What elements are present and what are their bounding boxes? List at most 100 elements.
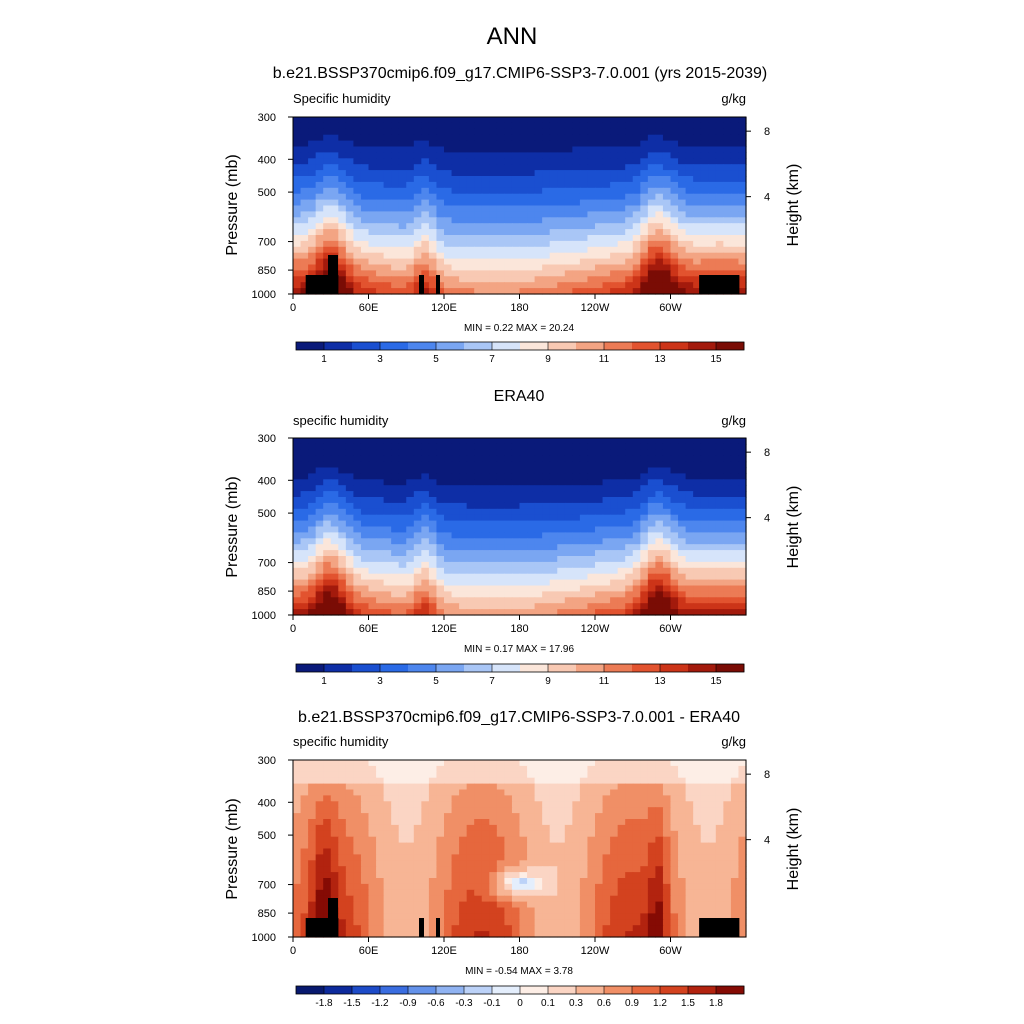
contour-cell: [383, 270, 392, 277]
contour-cell: [330, 526, 339, 533]
contour-cell: [293, 819, 302, 826]
contour-cell: [685, 485, 694, 492]
contour-cell: [572, 520, 581, 528]
contour-cell: [444, 479, 453, 486]
contour-cell: [602, 240, 611, 248]
contour-cell: [602, 128, 611, 136]
contour-cell: [345, 122, 354, 130]
contour-cell: [474, 264, 483, 271]
contour-cell: [511, 158, 521, 165]
contour-cell: [617, 449, 626, 457]
contour-cell: [602, 282, 611, 289]
contour-cell: [700, 520, 709, 528]
contour-cell: [345, 240, 354, 248]
contour-cell: [602, 532, 611, 539]
contour-cell: [345, 223, 354, 230]
contour-cell: [572, 585, 581, 592]
contour-cell: [700, 538, 709, 545]
contour-cell: [293, 789, 302, 796]
contour-cell: [595, 461, 604, 469]
contour-cell: [353, 819, 362, 826]
contour-cell: [700, 181, 709, 189]
contour-cell: [308, 538, 317, 545]
contour-cell: [496, 497, 505, 504]
contour-cell: [436, 532, 445, 539]
contour-cell: [428, 573, 438, 581]
contour-cell: [504, 777, 513, 785]
contour-cell: [391, 848, 400, 855]
contour-cell: [428, 854, 438, 861]
contour-cell: [738, 526, 747, 533]
contour-cell: [413, 205, 422, 212]
contour-cell: [647, 117, 656, 124]
contour-cell: [678, 264, 687, 271]
contour-cell: [670, 860, 679, 867]
contour-cell: [602, 497, 611, 504]
contour-cell: [330, 122, 339, 130]
contour-cell: [678, 187, 687, 195]
contour-cell: [617, 187, 626, 195]
contour-cell: [542, 866, 551, 873]
contour-cell: [353, 813, 362, 820]
contour-cell: [632, 836, 641, 844]
contour-cell: [708, 152, 717, 159]
contour-cell: [595, 497, 604, 504]
contour-cell: [391, 585, 400, 592]
contour-cell: [504, 807, 513, 814]
contour-cell: [323, 842, 332, 850]
contour-cell: [466, 128, 475, 136]
contour-cell: [632, 585, 641, 592]
contour-cell: [519, 824, 528, 832]
contour-cell: [587, 176, 596, 183]
contour-cell: [587, 223, 596, 230]
contour-cell: [293, 479, 302, 486]
contour-cell: [595, 211, 604, 218]
contour-cell: [293, 765, 302, 773]
contour-cell: [564, 217, 573, 224]
contour-cell: [368, 240, 377, 248]
contour-cell: [345, 276, 354, 283]
contour-cell: [587, 813, 596, 820]
contour-cell: [519, 502, 528, 510]
contour-cell: [406, 848, 415, 855]
contour-cell: [428, 842, 438, 850]
contour-cell: [481, 276, 490, 283]
contour-cell: [595, 438, 604, 445]
contour-cell: [300, 461, 309, 469]
contour-cell: [557, 193, 566, 201]
contour-cell: [436, 866, 445, 873]
contour-cell: [617, 193, 626, 201]
contour-cell: [360, 449, 370, 457]
contour-cell: [353, 164, 362, 171]
contour-cell: [723, 158, 732, 165]
contour-cell: [300, 491, 309, 498]
contour-cell: [610, 872, 619, 879]
contour-cell: [693, 152, 702, 159]
contour-cell: [474, 449, 483, 457]
contour-cell: [519, 514, 528, 522]
contour-cell: [398, 211, 407, 218]
contour-cell: [398, 878, 407, 885]
contour-cell: [723, 240, 732, 248]
contour-cell: [549, 585, 558, 592]
contour-cell: [564, 520, 573, 528]
contour-cell: [466, 561, 475, 569]
contour-cell: [632, 497, 641, 504]
contour-cell: [730, 170, 740, 177]
contour-cell: [662, 181, 672, 189]
contour-cell: [413, 508, 422, 516]
contour-cell: [368, 836, 377, 844]
contour-cell: [293, 199, 302, 207]
contour-cell: [338, 819, 347, 826]
contour-cell: [383, 246, 392, 254]
contour-cell: [610, 609, 619, 616]
contour-cell: [715, 187, 724, 195]
contour-cell: [428, 783, 438, 791]
contour-cell: [564, 807, 573, 814]
contour-cell: [330, 485, 339, 492]
contour-cell: [413, 199, 422, 207]
contour-cell: [602, 760, 611, 767]
contour-cell: [481, 270, 490, 277]
contour-cell: [534, 252, 543, 260]
contour-cell: [496, 502, 505, 510]
